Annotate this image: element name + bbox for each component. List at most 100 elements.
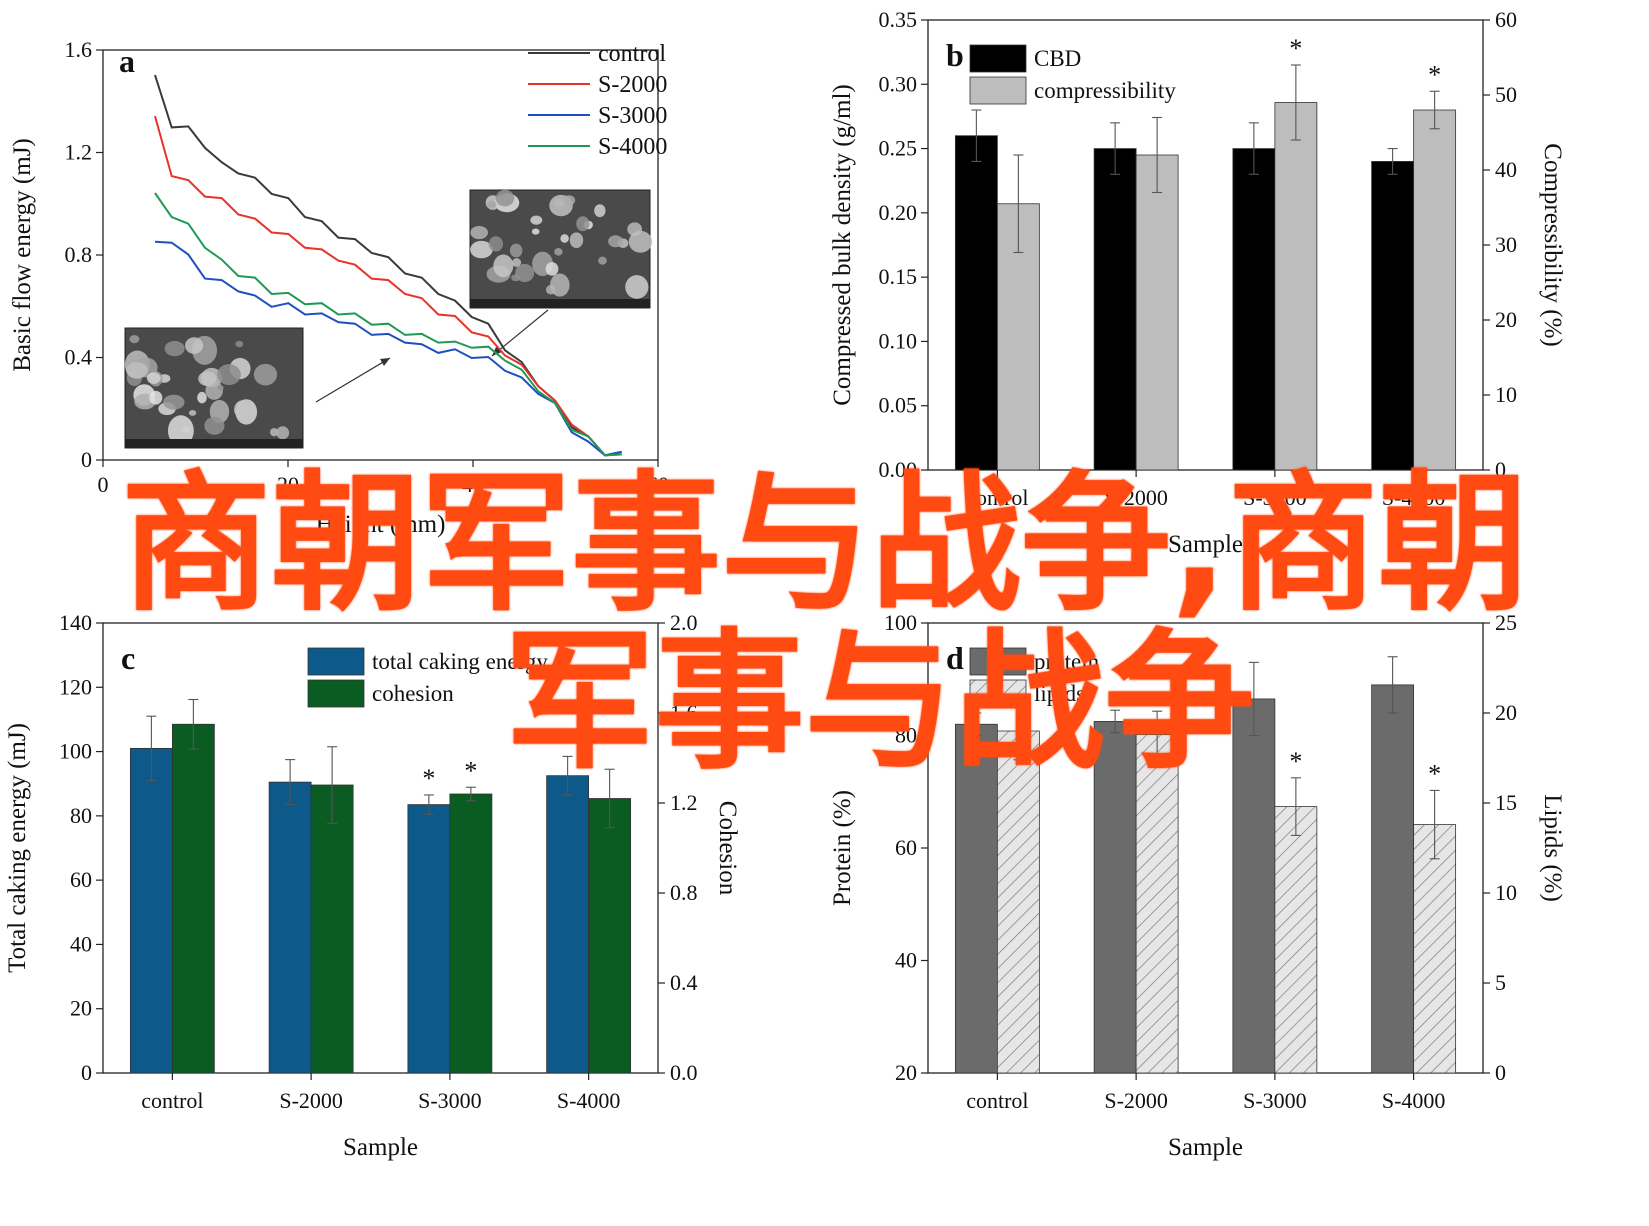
panel-b-letter: b [946,37,964,73]
panel-d-letter: d [946,640,964,676]
panel-c-y2tick-label: 0.0 [670,1060,698,1085]
series-line-s-2000 [154,115,622,457]
significance-marker: * [422,764,435,793]
panel-c-letter: c [121,640,135,676]
panel-a-ytick-label: 1.6 [65,37,93,62]
significance-marker: * [1428,759,1441,788]
sem-particle [550,273,570,297]
significance-marker: * [1428,60,1441,89]
sem-particle [185,337,204,354]
panel-d-ytick-label: 100 [884,610,917,635]
panel-a-inset-arrowhead [492,347,502,356]
bar-lipids [1413,824,1457,1074]
panel-d-ytick-label: 40 [895,948,917,973]
panel-b-y2tick-label: 30 [1495,232,1517,257]
panel-a-ytick-label: 0 [81,447,92,472]
panel-d-xtick-label: S-4000 [1382,1088,1446,1113]
panel-b-y2tick-label: 50 [1495,82,1517,107]
panel-a-xtick-label: 0 [98,472,109,497]
panel-c-y2-axis-title: Cohesion [714,801,741,896]
panel-b-xtick-label: control [966,485,1028,510]
panel-c-y2tick-label: 2.0 [670,610,698,635]
panel-b-y2tick-label: 40 [1495,157,1517,182]
panel-a-inset-arrowhead [380,358,390,366]
sem-particle [129,335,140,344]
panel-b-y-axis-title: Compressed bulk density (g/ml) [829,84,856,406]
sem-particle [576,216,590,232]
bar-lipids [1274,806,1318,1074]
sem-particle [509,243,523,258]
panel-a-ytick-label: 1.2 [65,140,93,165]
legend-swatch-protein [969,647,1027,676]
significance-marker: * [1289,34,1302,63]
legend-label-lipids: lipids [1034,681,1085,706]
bar-cbd [1093,148,1137,471]
sem-particle [253,363,278,386]
bar-compressibility [1413,109,1457,471]
bar-protein [1093,721,1137,1074]
bar-total-caking-energy [268,781,312,1074]
sem-particle [488,236,504,252]
legend-swatch-compressibility [969,76,1027,105]
significance-marker: * [464,756,477,785]
sem-particle [217,364,241,385]
panel-a-ytick-label: 0.8 [65,242,93,267]
sem-particle [553,198,565,208]
panel-c-bar-chart: 0 20 40 60 80 100 120 140 0.0 0.4 0.8 1.2 1.6 2.0 cont… [4,610,741,1161]
sem-particle [217,385,224,391]
panel-c-xtick-label: S-4000 [557,1088,621,1113]
series-line-s-3000 [154,240,622,457]
sem-particle [511,258,522,267]
sem-particle [269,428,279,437]
panel-b-x-axis-title: Sample [1168,531,1243,558]
panel-c-y2tick-label: 1.2 [670,790,698,815]
sem-particle [188,410,197,416]
panel-b-ytick-label: 0.25 [879,136,918,161]
sem-particle [594,204,606,218]
sem-particle [625,275,649,299]
legend-label-cohesion: cohesion [372,681,454,706]
bar-total-caking-energy [546,775,590,1074]
legend-swatch-cbd [969,44,1027,73]
panel-d-x-axis-title: Sample [1168,1134,1243,1161]
panel-c-ytick-label: 80 [70,803,92,828]
panel-d-bar-chart: 20 40 60 80 100 0 5 10 15 20 25 control S-2000 S-3000… [829,610,1566,1161]
panel-b-ytick-label: 0.30 [879,71,918,96]
bar-cohesion [449,793,493,1074]
panel-b-ytick-label: 0.00 [879,457,918,482]
sem-particle [198,371,217,387]
panel-d-xtick-label: control [966,1088,1028,1113]
panel-a-x-axis-title: Height (mm) [316,511,446,538]
sem-particle [470,240,493,259]
panel-a-letter: a [119,43,135,79]
panel-b-y2-axis-title: Compressibility (%) [1539,143,1566,346]
sem-particle [163,394,185,410]
bar-protein [1232,698,1276,1074]
bar-compressibility [1274,102,1318,471]
panel-b-bar-chart: 0.00 0.05 0.10 0.15 0.20 0.25 0.30 0.35 0 10 20 30 4… [829,7,1566,558]
panel-c-y2tick-label: 0.8 [670,880,698,905]
legend-label-protein: protein [1034,649,1100,674]
sem-particle [531,228,540,235]
panel-d-xtick-label: S-3000 [1243,1088,1307,1113]
panel-c-ytick-label: 60 [70,867,92,892]
sem-particle [569,232,584,249]
bar-compressibility [1135,154,1179,471]
legend-label-cbd: CBD [1034,46,1081,71]
legend-swatch-lipids [969,679,1027,708]
sem-particle [205,381,223,400]
sem-particle [197,391,207,404]
sem-particle [204,416,225,435]
panel-c-x-axis-title: Sample [343,1134,418,1161]
sem-particle [545,262,559,276]
panel-d-ytick-label: 60 [895,835,917,860]
bar-cohesion [310,784,354,1074]
panel-a-inset-arrow [315,357,391,403]
panel-c-ytick-label: 120 [59,674,92,699]
series-line-s-4000 [154,192,622,457]
panel-a-ytick-label: 0.4 [65,345,93,370]
panel-a-xtick-label: 40 [462,472,484,497]
sem-particle [598,256,607,265]
panel-c-ytick-label: 20 [70,996,92,1021]
watermark-title-line1: 商朝军事与战争,商朝 [121,458,1528,632]
